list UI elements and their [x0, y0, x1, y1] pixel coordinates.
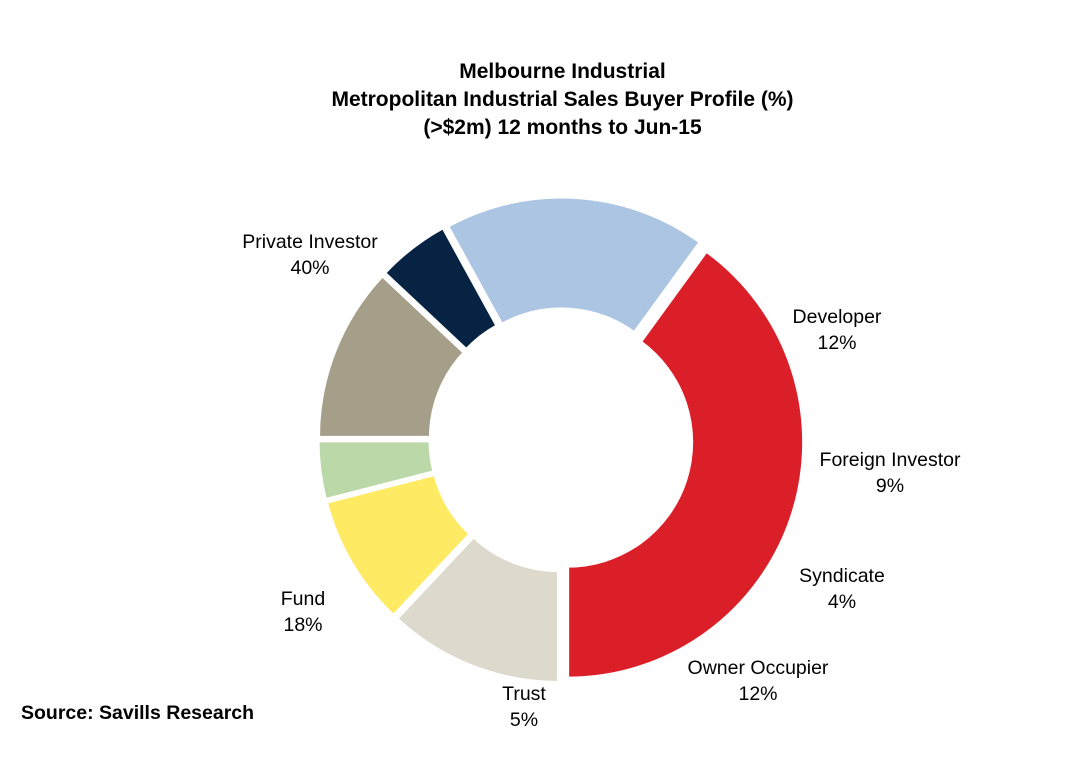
chart-title-line-3: (>$2m) 12 months to Jun-15: [423, 116, 702, 139]
slice-value-developer: 12%: [817, 332, 856, 354]
slice-value-syndicate: 4%: [828, 591, 856, 613]
slice-value-foreign-investor: 9%: [876, 475, 904, 497]
chart-title-line-2: Metropolitan Industrial Sales Buyer Prof…: [331, 88, 794, 111]
slice-label-private-investor: Private Investor: [242, 231, 378, 253]
slice-label-owner-occupier: Owner Occupier: [688, 657, 829, 679]
slice-label-foreign-investor: Foreign Investor: [820, 449, 961, 471]
slice-value-trust: 5%: [510, 709, 538, 731]
slice-label-fund: Fund: [281, 588, 325, 610]
slice-owner-occupier: [316, 273, 467, 439]
chart-title-line-1: Melbourne Industrial: [459, 60, 666, 83]
slice-label-syndicate: Syndicate: [799, 565, 885, 587]
chart-title: Melbourne Industrial Metropolitan Indust…: [0, 58, 1090, 142]
slice-value-fund: 18%: [283, 614, 322, 636]
slice-value-private-investor: 40%: [290, 257, 329, 279]
slice-value-owner-occupier: 12%: [738, 683, 777, 705]
slice-label-trust: Trust: [502, 683, 546, 705]
donut-slices: [316, 195, 806, 685]
slice-label-developer: Developer: [793, 306, 882, 328]
slice-developer: [394, 534, 560, 685]
slice-labels: Private Investor 40% Developer 12% Foreign I…: [242, 231, 961, 731]
slice-trust: [382, 225, 500, 352]
slice-fund: [445, 195, 703, 335]
source-note: Source: Savills Research: [21, 702, 255, 724]
slice-private-investor: [566, 249, 806, 680]
slice-foreign-investor: [324, 472, 473, 618]
slice-syndicate: [316, 439, 436, 502]
